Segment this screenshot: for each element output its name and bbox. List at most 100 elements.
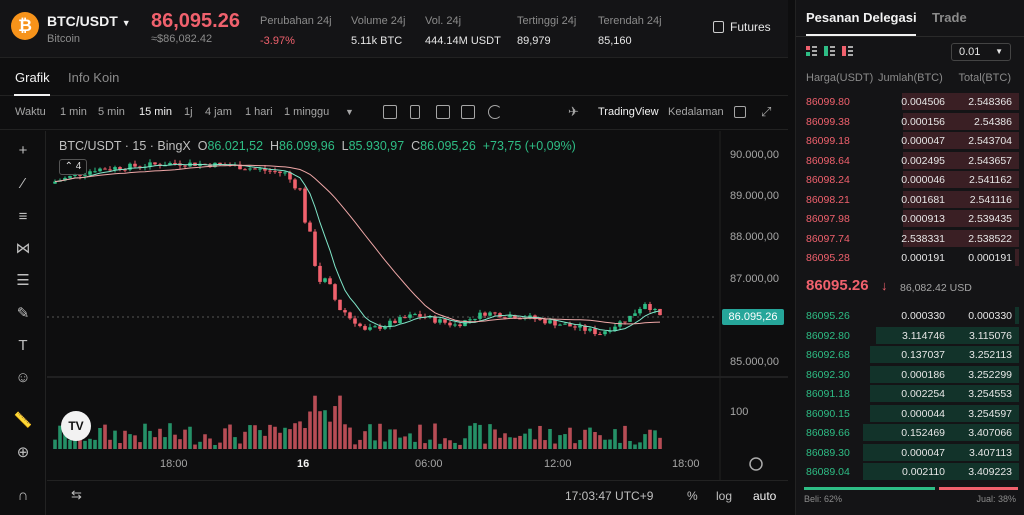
depth-tab[interactable]: Kedalaman (668, 106, 724, 118)
row-amount: 0.001681 (901, 193, 945, 206)
volume-bar (393, 429, 397, 449)
volume-bar (193, 444, 197, 449)
log-toggle[interactable]: log (716, 489, 733, 503)
fib-lines-icon[interactable]: ≡ (18, 208, 28, 225)
bid-row[interactable]: 86095.26 0.000330 0.000330 (796, 306, 1024, 326)
candle-body (628, 315, 632, 322)
bid-row[interactable]: 86089.30 0.000047 3.407113 (796, 443, 1024, 463)
candle-body (478, 312, 482, 319)
bid-row[interactable]: 86089.04 0.002110 3.409223 (796, 462, 1024, 482)
interval-1m[interactable]: 1 min (60, 106, 87, 118)
screenshot-icon[interactable] (461, 105, 475, 119)
ask-row[interactable]: 86098.21 0.001681 2.541116 (796, 190, 1024, 210)
row-total: 0.000191 (968, 252, 1012, 264)
volume-bar (373, 440, 377, 449)
magnet-icon[interactable]: ∩ (17, 487, 29, 504)
chart-symbol: BTC/USDT · 15 · BingX (59, 139, 191, 153)
y-tick: 85.000,00 (730, 356, 779, 368)
volume-bar (218, 442, 222, 449)
candle-body (108, 169, 112, 171)
brush-icon[interactable]: ✎ (16, 305, 30, 322)
candle-body (208, 164, 212, 168)
emoji-icon[interactable]: ☺ (15, 369, 31, 386)
stat-value: -3.97% (260, 35, 295, 47)
ask-row[interactable]: 86095.28 0.000191 0.000191 (796, 248, 1024, 268)
price-step-select[interactable]: 0.01 ▼ (951, 43, 1011, 61)
ask-row[interactable]: 86099.18 0.000047 2.543704 (796, 131, 1024, 151)
row-amount: 2.538331 (901, 232, 945, 245)
interval-1d[interactable]: 1 hari (245, 106, 273, 118)
change-value: +73,75 (+0,09%) (482, 139, 576, 153)
volume-bar (268, 424, 272, 449)
indicators-toggle[interactable]: ⌃ 4 (59, 159, 87, 175)
refresh-icon[interactable] (488, 105, 502, 119)
ask-row[interactable]: 86099.80 0.004506 2.548366 (796, 92, 1024, 112)
tab-coin-info[interactable]: Info Koin (68, 70, 120, 85)
ask-row[interactable]: 86097.74 2.538331 2.538522 (796, 229, 1024, 249)
ask-row[interactable]: 86097.98 0.000913 2.539435 (796, 209, 1024, 229)
row-amount: 0.002495 (901, 154, 945, 167)
auto-toggle[interactable]: auto (753, 489, 777, 503)
row-amount: 3.114746 (901, 329, 945, 342)
bid-row[interactable]: 86092.68 0.137037 3.252113 (796, 345, 1024, 365)
pattern-icon[interactable]: ⋈ (15, 240, 31, 257)
layout-icon[interactable] (436, 105, 450, 119)
row-price: 86091.18 (806, 388, 850, 400)
volume-bar (68, 439, 72, 449)
volume-bar (263, 435, 267, 449)
price-chart[interactable]: BTC/USDT · 15 · BingX O86.021,52 H86.099… (47, 131, 788, 480)
bid-row[interactable]: 86089.66 0.152469 3.407066 (796, 423, 1024, 443)
tab-chart[interactable]: Grafik (15, 70, 50, 85)
row-price: 86098.64 (806, 154, 850, 167)
candle-body (458, 324, 462, 327)
chart-canvas[interactable] (47, 131, 788, 480)
ask-row[interactable]: 86098.24 0.000046 2.541162 (796, 170, 1024, 190)
volume-bar (333, 406, 337, 449)
crosshair-icon[interactable]: + (18, 142, 28, 159)
candle-body (78, 174, 82, 176)
candle-type-icon[interactable] (410, 105, 420, 119)
volume-bar (428, 439, 432, 449)
open-value: 86.021,52 (207, 139, 264, 153)
stat-high: Tertinggi 24j 89,979 (517, 15, 576, 47)
fullscreen-icon[interactable]: ⤢ (761, 104, 772, 119)
volume-bar (303, 428, 307, 449)
interval-15m[interactable]: 15 min (139, 106, 173, 118)
futures-button[interactable]: Futures (713, 20, 771, 34)
ruler-icon[interactable]: 📏 (13, 412, 33, 429)
interval-more-icon[interactable]: ▼ (345, 107, 354, 117)
volume-bar (53, 439, 57, 449)
tab-order-book[interactable]: Pesanan Delegasi (806, 10, 917, 25)
candle-body (378, 326, 382, 329)
row-amount: 0.002110 (901, 466, 945, 478)
layout-bids-icon[interactable] (824, 46, 835, 56)
grid-icon[interactable] (734, 106, 746, 118)
interval-5m[interactable]: 5 min (98, 106, 125, 118)
bid-row[interactable]: 86090.15 0.000044 3.254597 (796, 404, 1024, 424)
tradingview-tab[interactable]: TradingView (598, 106, 659, 118)
bid-row[interactable]: 86091.18 0.002254 3.254553 (796, 384, 1024, 404)
bid-row[interactable]: 86092.80 3.114746 3.115076 (796, 326, 1024, 346)
interval-4h[interactable]: 4 jam (205, 106, 232, 118)
text-icon[interactable]: T (18, 337, 28, 354)
position-icon[interactable]: ☰ (16, 272, 30, 289)
volume-bar (533, 439, 537, 449)
volume-bar (478, 424, 482, 449)
pair-selector[interactable]: BTC/USDT ▼ (47, 13, 131, 29)
ask-row[interactable]: 86098.64 0.002495 2.543657 (796, 151, 1024, 171)
indicators-icon[interactable] (383, 105, 397, 119)
layout-both-icon[interactable] (806, 46, 817, 56)
candle-body (603, 331, 607, 335)
zoom-icon[interactable]: ⊕ (16, 444, 30, 461)
volume-bar (433, 423, 437, 449)
date-range-icon[interactable]: ⇆ (71, 487, 82, 502)
bid-row[interactable]: 86092.30 0.000186 3.252299 (796, 365, 1024, 385)
interval-1w[interactable]: 1 minggu (284, 106, 330, 118)
tab-trades[interactable]: Trade (932, 10, 967, 25)
volume-bar (338, 395, 342, 449)
trend-line-icon[interactable]: ⁄ (21, 175, 25, 192)
interval-1h[interactable]: 1j (184, 106, 193, 118)
ask-row[interactable]: 86099.38 0.000156 2.54386 (796, 112, 1024, 132)
layout-asks-icon[interactable] (842, 46, 853, 56)
percent-toggle[interactable]: % (687, 489, 698, 503)
